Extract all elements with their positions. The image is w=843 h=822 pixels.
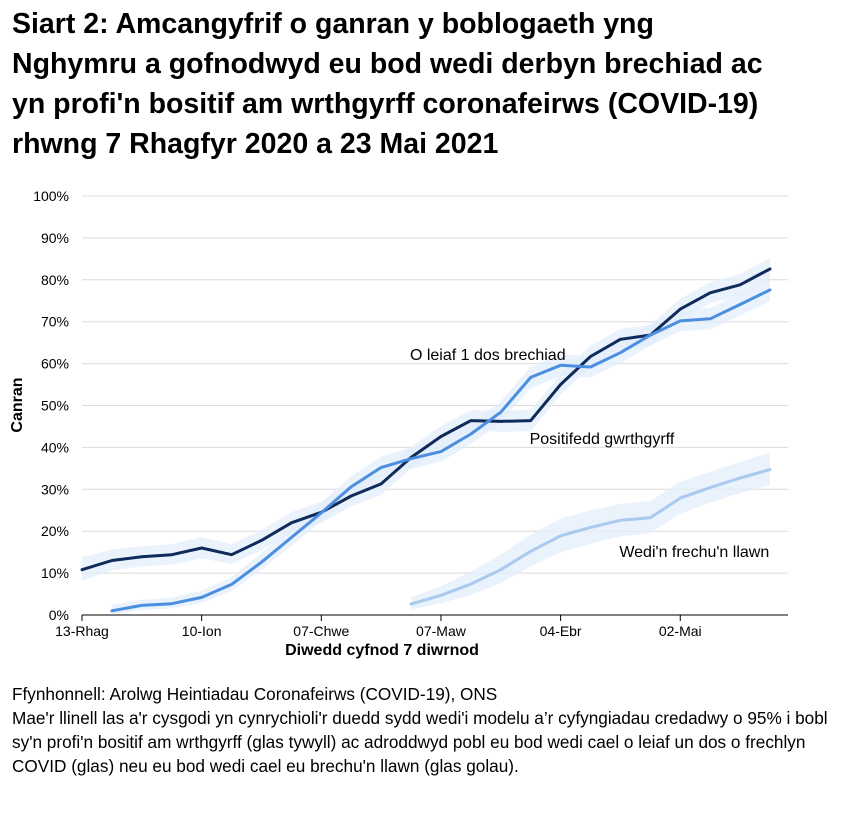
y-tick-label: 40% bbox=[41, 439, 69, 455]
x-axis-ticks: 13-Rhag 10-Ion 07-Chwe 07-Maw 04-Ebr 02-Mai bbox=[55, 615, 702, 639]
y-tick-label: 30% bbox=[41, 481, 69, 497]
x-tick-label: 10-Ion bbox=[182, 623, 222, 639]
y-axis-label: Canran bbox=[9, 377, 26, 432]
y-tick-label: 50% bbox=[41, 398, 69, 414]
y-tick-label: 60% bbox=[41, 356, 69, 372]
credible-interval-band bbox=[82, 258, 770, 581]
series-lines bbox=[80, 267, 772, 613]
series-line bbox=[80, 267, 772, 572]
x-tick-label: 07-Maw bbox=[416, 623, 467, 639]
methodology-note: Mae'r llinell las a'r cysgodi yn cynrych… bbox=[12, 708, 828, 776]
credible-interval-band bbox=[111, 278, 770, 615]
y-tick-label: 10% bbox=[41, 565, 69, 581]
x-axis-label: Diwedd cyfnod 7 diwrnod bbox=[285, 642, 479, 659]
source-note: Ffynhonnell: Arolwg Heintiadau Coronafei… bbox=[12, 684, 498, 704]
series-label: O leiaf 1 dos brechiad bbox=[410, 347, 566, 364]
series-label: Wedi'n frechu'n llawn bbox=[619, 544, 769, 561]
gridlines bbox=[82, 195, 788, 574]
y-tick-label: 80% bbox=[41, 272, 69, 288]
y-tick-label: 0% bbox=[49, 607, 69, 623]
series-label: Positifedd gwrthgyrff bbox=[530, 431, 675, 448]
y-tick-label: 20% bbox=[41, 523, 69, 539]
x-tick-label: 07-Chwe bbox=[293, 623, 349, 639]
y-tick-label: 70% bbox=[41, 314, 69, 330]
footer: Ffynhonnell: Arolwg Heintiadau Coronafei… bbox=[12, 682, 842, 778]
series-line bbox=[110, 288, 772, 613]
chart-title: Siart 2: Amcangyfrif o ganran y boblogae… bbox=[12, 8, 763, 160]
y-axis-ticks: 0% 10% 20% 30% 40% 50% 60% 70% 80% 90% 100% bbox=[33, 188, 69, 623]
series-labels: Positifedd gwrthgyrff O leiaf 1 dos brech… bbox=[410, 347, 769, 561]
x-tick-label: 13-Rhag bbox=[55, 623, 109, 639]
series-line bbox=[409, 468, 772, 606]
x-tick-label: 02-Mai bbox=[659, 623, 702, 639]
y-tick-label: 90% bbox=[41, 230, 69, 246]
y-tick-label: 100% bbox=[33, 188, 69, 204]
x-tick-label: 04-Ebr bbox=[540, 623, 582, 639]
